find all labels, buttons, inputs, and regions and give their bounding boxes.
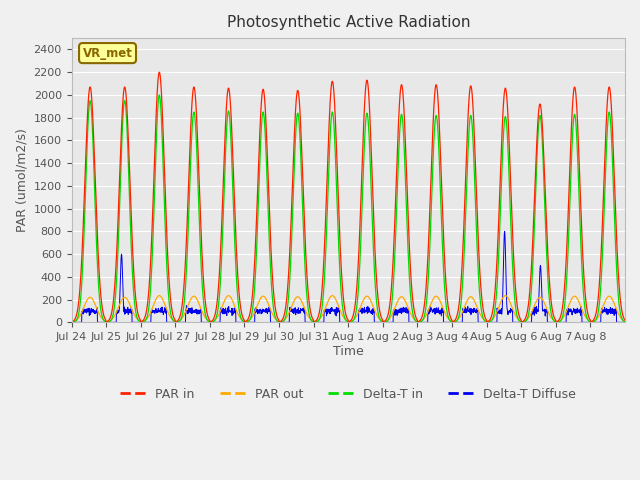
PAR in	[547, 292, 554, 298]
PAR in	[123, 103, 131, 109]
PAR out	[515, 317, 523, 323]
Delta-T Diffuse	[243, 320, 250, 325]
Line: PAR out: PAR out	[72, 296, 625, 322]
Line: PAR in: PAR in	[72, 72, 625, 322]
Delta-T Diffuse	[381, 320, 389, 325]
Delta-T Diffuse	[614, 320, 621, 325]
Legend: PAR in, PAR out, Delta-T in, Delta-T Diffuse: PAR in, PAR out, Delta-T in, Delta-T Dif…	[115, 383, 581, 406]
PAR out	[243, 319, 250, 324]
PAR in	[621, 317, 629, 323]
Text: VR_met: VR_met	[83, 47, 132, 60]
Line: Delta-T in: Delta-T in	[72, 95, 625, 322]
Delta-T Diffuse	[547, 320, 554, 325]
Delta-T in	[68, 319, 76, 325]
PAR in	[68, 319, 76, 325]
Delta-T Diffuse	[68, 320, 76, 325]
PAR out	[382, 319, 390, 324]
PAR in	[243, 318, 250, 324]
Delta-T in	[483, 319, 491, 325]
Delta-T in	[123, 121, 131, 127]
Delta-T in	[243, 319, 250, 325]
Delta-T in	[614, 283, 621, 288]
Delta-T in	[621, 319, 629, 325]
Delta-T Diffuse	[515, 320, 523, 325]
Line: Delta-T Diffuse: Delta-T Diffuse	[72, 231, 625, 323]
PAR in	[614, 256, 621, 262]
Delta-T Diffuse	[621, 320, 629, 325]
Delta-T Diffuse	[123, 309, 131, 315]
PAR out	[614, 308, 621, 314]
Y-axis label: PAR (umol/m2/s): PAR (umol/m2/s)	[15, 128, 28, 232]
Delta-T in	[547, 307, 554, 312]
Delta-T in	[156, 92, 163, 98]
PAR out	[621, 318, 629, 324]
Delta-T Diffuse	[500, 228, 508, 234]
Delta-T in	[515, 318, 523, 324]
PAR in	[515, 312, 523, 318]
PAR in	[518, 319, 525, 325]
PAR out	[547, 313, 554, 319]
Delta-T in	[382, 319, 390, 325]
Title: Photosynthetic Active Radiation: Photosynthetic Active Radiation	[227, 15, 470, 30]
PAR out	[68, 319, 76, 325]
PAR out	[156, 293, 163, 299]
PAR in	[382, 317, 390, 323]
PAR out	[123, 296, 131, 301]
X-axis label: Time: Time	[333, 345, 364, 358]
PAR in	[156, 69, 163, 75]
